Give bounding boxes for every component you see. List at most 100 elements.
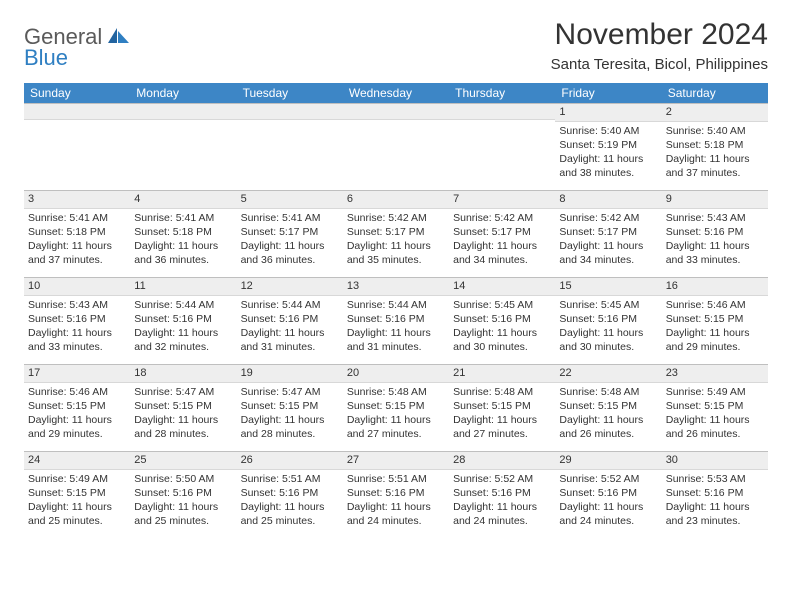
calendar-day: 10Sunrise: 5:43 AMSunset: 5:16 PMDayligh… [24,278,130,364]
day-body: Sunrise: 5:44 AMSunset: 5:16 PMDaylight:… [237,296,343,359]
day-info-line: Sunset: 5:18 PM [666,138,764,152]
calendar-day: 16Sunrise: 5:46 AMSunset: 5:15 PMDayligh… [662,278,768,364]
day-info-line: Sunset: 5:15 PM [28,486,126,500]
day-body [237,120,343,126]
day-info-line: Sunset: 5:15 PM [666,399,764,413]
day-number: 14 [449,278,555,296]
calendar-day-empty [24,104,130,190]
day-info-line: Sunset: 5:15 PM [241,399,339,413]
calendar-day: 30Sunrise: 5:53 AMSunset: 5:16 PMDayligh… [662,452,768,538]
weekday-header: Friday [555,83,661,103]
day-info-line: Daylight: 11 hours and 24 minutes. [559,500,657,528]
weekday-header-row: SundayMondayTuesdayWednesdayThursdayFrid… [24,83,768,103]
day-info-line: Sunrise: 5:51 AM [347,472,445,486]
day-info-line: Sunrise: 5:45 AM [559,298,657,312]
day-number: 1 [555,104,661,122]
day-body [449,120,555,126]
day-body: Sunrise: 5:40 AMSunset: 5:19 PMDaylight:… [555,122,661,185]
day-info-line: Sunrise: 5:42 AM [559,211,657,225]
calendar-day: 2Sunrise: 5:40 AMSunset: 5:18 PMDaylight… [662,104,768,190]
day-info-line: Daylight: 11 hours and 24 minutes. [347,500,445,528]
day-body: Sunrise: 5:44 AMSunset: 5:16 PMDaylight:… [130,296,236,359]
day-info-line: Sunset: 5:16 PM [559,486,657,500]
day-info-line: Sunrise: 5:42 AM [453,211,551,225]
day-info-line: Sunset: 5:18 PM [28,225,126,239]
calendar-day: 23Sunrise: 5:49 AMSunset: 5:15 PMDayligh… [662,365,768,451]
day-info-line: Daylight: 11 hours and 30 minutes. [559,326,657,354]
day-info-line: Daylight: 11 hours and 34 minutes. [559,239,657,267]
day-info-line: Sunrise: 5:51 AM [241,472,339,486]
calendar-day: 17Sunrise: 5:46 AMSunset: 5:15 PMDayligh… [24,365,130,451]
day-body: Sunrise: 5:46 AMSunset: 5:15 PMDaylight:… [662,296,768,359]
day-number: 10 [24,278,130,296]
day-number: 9 [662,191,768,209]
calendar-day-empty [237,104,343,190]
calendar-day: 4Sunrise: 5:41 AMSunset: 5:18 PMDaylight… [130,191,236,277]
day-number: 3 [24,191,130,209]
day-info-line: Sunset: 5:17 PM [347,225,445,239]
day-body: Sunrise: 5:51 AMSunset: 5:16 PMDaylight:… [237,470,343,533]
calendar-day: 3Sunrise: 5:41 AMSunset: 5:18 PMDaylight… [24,191,130,277]
day-number: 27 [343,452,449,470]
day-body: Sunrise: 5:41 AMSunset: 5:17 PMDaylight:… [237,209,343,272]
day-info-line: Sunset: 5:16 PM [134,312,232,326]
day-number: 17 [24,365,130,383]
day-number [449,104,555,120]
calendar-day: 19Sunrise: 5:47 AMSunset: 5:15 PMDayligh… [237,365,343,451]
day-info-line: Sunrise: 5:42 AM [347,211,445,225]
day-info-line: Sunset: 5:16 PM [559,312,657,326]
day-body: Sunrise: 5:52 AMSunset: 5:16 PMDaylight:… [449,470,555,533]
calendar: SundayMondayTuesdayWednesdayThursdayFrid… [24,83,768,538]
day-number: 6 [343,191,449,209]
calendar-day: 12Sunrise: 5:44 AMSunset: 5:16 PMDayligh… [237,278,343,364]
calendar-day: 27 Sunrise: 5:51 AMSunset: 5:16 PMDayligh… [343,452,449,538]
calendar-day: 26Sunrise: 5:51 AMSunset: 5:16 PMDayligh… [237,452,343,538]
day-body [24,120,130,126]
calendar-day: 20Sunrise: 5:48 AMSunset: 5:15 PMDayligh… [343,365,449,451]
day-info-line: Daylight: 11 hours and 26 minutes. [666,413,764,441]
calendar-week: 17Sunrise: 5:46 AMSunset: 5:15 PMDayligh… [24,364,768,451]
day-info-line: Sunrise: 5:43 AM [666,211,764,225]
day-number: 25 [130,452,236,470]
weekday-header: Sunday [24,83,130,103]
day-info-line: Sunset: 5:16 PM [453,486,551,500]
day-number: 11 [130,278,236,296]
day-info-line: Daylight: 11 hours and 37 minutes. [666,152,764,180]
day-number: 12 [237,278,343,296]
calendar-day: 8Sunrise: 5:42 AMSunset: 5:17 PMDaylight… [555,191,661,277]
day-number: 29 [555,452,661,470]
day-number: 18 [130,365,236,383]
day-info-line: Sunset: 5:16 PM [134,486,232,500]
day-body: Sunrise: 5:42 AMSunset: 5:17 PMDaylight:… [555,209,661,272]
day-info-line: Sunrise: 5:46 AM [28,385,126,399]
day-number: 4 [130,191,236,209]
day-number: 16 [662,278,768,296]
calendar-day: 29Sunrise: 5:52 AMSunset: 5:16 PMDayligh… [555,452,661,538]
day-number: 15 [555,278,661,296]
day-info-line: Daylight: 11 hours and 38 minutes. [559,152,657,180]
day-info-line: Sunset: 5:16 PM [347,486,445,500]
day-body: Sunrise: 5:46 AMSunset: 5:15 PMDaylight:… [24,383,130,446]
logo-sail-icon [108,28,130,49]
day-number: 23 [662,365,768,383]
day-number [24,104,130,120]
day-info-line: Sunrise: 5:45 AM [453,298,551,312]
day-info-line: Sunset: 5:15 PM [666,312,764,326]
day-body: Sunrise: 5:50 AMSunset: 5:16 PMDaylight:… [130,470,236,533]
day-info-line: Sunset: 5:16 PM [666,225,764,239]
day-info-line: Daylight: 11 hours and 28 minutes. [134,413,232,441]
day-info-line: Daylight: 11 hours and 33 minutes. [28,326,126,354]
day-info-line: Sunset: 5:19 PM [559,138,657,152]
day-number: 30 [662,452,768,470]
day-number [130,104,236,120]
day-body: Sunrise: 5:47 AMSunset: 5:15 PMDaylight:… [130,383,236,446]
day-info-line: Sunrise: 5:41 AM [241,211,339,225]
day-number: 28 [449,452,555,470]
page-header: General Blue November 2024 Santa Teresit… [24,18,768,73]
day-body: Sunrise: 5:45 AMSunset: 5:16 PMDaylight:… [555,296,661,359]
day-info-line: Daylight: 11 hours and 35 minutes. [347,239,445,267]
day-body: Sunrise: 5:47 AMSunset: 5:15 PMDaylight:… [237,383,343,446]
calendar-day: 14Sunrise: 5:45 AMSunset: 5:16 PMDayligh… [449,278,555,364]
day-info-line: Daylight: 11 hours and 28 minutes. [241,413,339,441]
calendar-week: 3 Sunrise: 5:41 AM Sunset: 5:18 PM Daylight… [24,190,768,277]
